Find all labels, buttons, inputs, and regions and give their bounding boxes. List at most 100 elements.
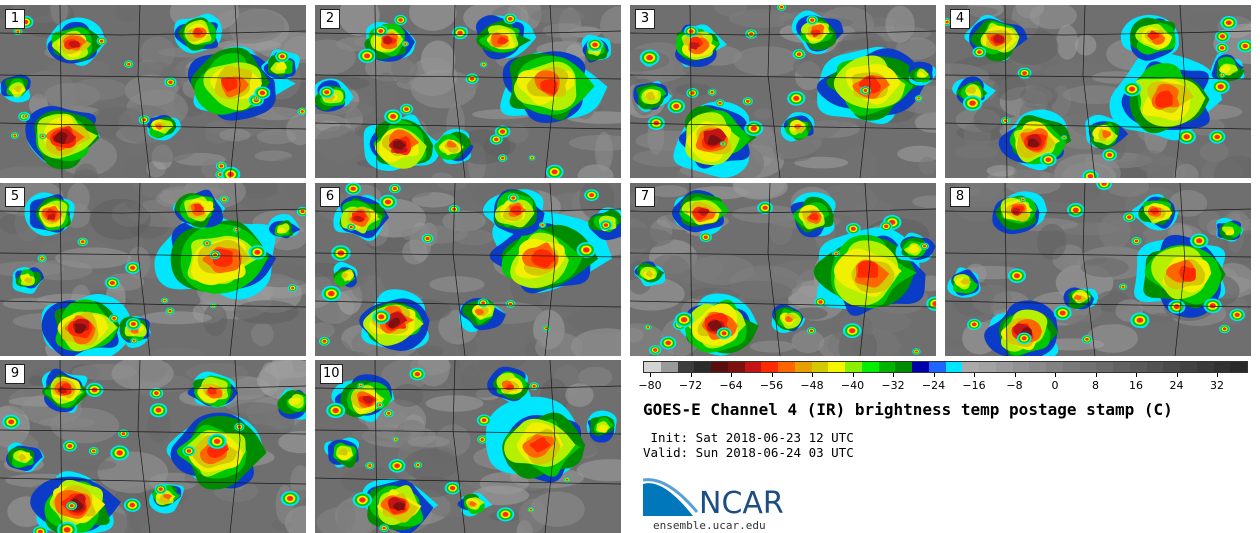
colorbar-segment — [1096, 362, 1113, 372]
panel-number-label: 7 — [635, 187, 655, 207]
ir-satellite-map — [315, 5, 621, 178]
colorbar-tick-label: −32 — [881, 379, 905, 392]
colorbar-segment — [694, 362, 711, 372]
colorbar-tick-label: −64 — [719, 379, 743, 392]
colorbar-segment — [878, 362, 896, 372]
colorbar-segment — [945, 362, 963, 372]
colorbar-tick-label: −16 — [962, 379, 986, 392]
panel-number-label: 5 — [5, 187, 25, 207]
colorbar-segment — [1046, 362, 1063, 372]
colorbar-tick — [812, 373, 813, 377]
ir-satellite-map — [315, 360, 621, 533]
colorbar-tick — [974, 373, 975, 377]
colorbar-segment — [1230, 362, 1247, 372]
colorbar-segment — [644, 362, 661, 372]
panel-number-label: 9 — [5, 364, 25, 384]
colorbar-tick — [1136, 373, 1137, 377]
postage-stamp-panel: 2 — [315, 5, 621, 178]
colorbar-segment — [744, 362, 762, 372]
colorbar-segment — [928, 362, 946, 372]
ir-satellite-map — [0, 5, 306, 178]
colorbar-segment — [811, 362, 829, 372]
colorbar-tick-label: 24 — [1169, 379, 1184, 392]
colorbar-segment — [845, 362, 862, 372]
postage-stamp-panel: 3 — [630, 5, 936, 178]
panel-number-label: 1 — [5, 9, 25, 29]
colorbar-segment — [895, 362, 912, 372]
panel-number-label: 8 — [950, 187, 970, 207]
colorbar-segment — [1180, 362, 1197, 372]
postage-stamp-panel: 7 — [630, 183, 936, 356]
postage-stamp-panel: 8 — [945, 183, 1251, 356]
panel-number-label: 10 — [320, 364, 343, 384]
ir-satellite-map — [0, 360, 306, 533]
colorbar-segment — [1062, 362, 1080, 372]
colorbar-segment — [794, 362, 812, 372]
colorbar-segment — [962, 362, 979, 372]
colorbar-tick — [690, 373, 692, 377]
postage-stamp-panel: 6 — [315, 183, 621, 356]
colorbar-segment — [1079, 362, 1097, 372]
colorbar-tick-label: 8 — [1092, 379, 1099, 392]
colorbar-tick — [650, 373, 651, 377]
colorbar-segment — [979, 362, 996, 372]
panel-number-label: 3 — [635, 9, 655, 29]
ncar-swoosh-icon — [643, 478, 699, 516]
ir-satellite-map — [945, 183, 1251, 356]
colorbar-ticks: −80 −72 −64 −56 −48 −40 −32 −24 −16 −8 0 8 16 24 32 — [638, 373, 1248, 397]
panel-number-label: 6 — [320, 187, 340, 207]
postage-stamp-panel: 10 — [315, 360, 621, 533]
colorbar-segment — [1029, 362, 1046, 372]
colorbar-segment — [778, 362, 795, 372]
colorbar-segment — [660, 362, 678, 372]
postage-stamp-panel: 9 — [0, 360, 306, 533]
ir-satellite-map — [0, 183, 306, 356]
colorbar-tick — [933, 373, 935, 377]
colorbar-segment — [727, 362, 745, 372]
colorbar-segment — [1196, 362, 1214, 372]
colorbar-segment — [1146, 362, 1164, 372]
init-time: Init: Sat 2018-06-23 12 UTC — [643, 430, 854, 445]
colorbar-tick-label: 0 — [1051, 379, 1059, 392]
ir-satellite-map — [630, 183, 936, 356]
colorbar-tick-label: −8 — [1006, 379, 1023, 392]
postage-stamp-panel: 1 — [0, 5, 306, 178]
colorbar-segment — [995, 362, 1013, 372]
colorbar-tick-label: −80 — [638, 379, 662, 392]
ir-satellite-map — [630, 5, 936, 178]
colorbar-tick-label: −48 — [800, 379, 824, 392]
postage-stamp-panel: 4 — [945, 5, 1251, 178]
colorbar-tick — [1217, 373, 1218, 377]
colorbar-tick — [1095, 373, 1097, 377]
ir-satellite-map — [315, 183, 621, 356]
colorbar-segment — [711, 362, 728, 372]
figure-title: GOES-E Channel 4 (IR) brightness temp po… — [643, 400, 1173, 419]
colorbar-segment — [912, 362, 929, 372]
postage-stamp-panel: 5 — [0, 183, 306, 356]
colorbar-tick — [1176, 373, 1178, 377]
colorbar-segment — [1113, 362, 1130, 372]
colorbar-tick-label: 16 — [1129, 379, 1143, 392]
colorbar-tick-label: −24 — [921, 379, 946, 392]
colorbar-tick — [852, 373, 854, 377]
colorbar-segment — [1213, 362, 1231, 372]
colorbar-scale — [643, 361, 1248, 373]
colorbar-segment — [861, 362, 879, 372]
colorbar: −80 −72 −64 −56 −48 −40 −32 −24 −16 −8 0 8 16 24 32 — [638, 361, 1248, 397]
colorbar-segment — [828, 362, 845, 372]
panel-number-label: 2 — [320, 9, 340, 29]
colorbar-tick — [1055, 373, 1056, 377]
colorbar-segment — [1129, 362, 1147, 372]
colorbar-tick-label: −40 — [840, 379, 865, 392]
logo-wordmark: NCAR — [699, 486, 784, 521]
colorbar-tick — [731, 373, 732, 377]
colorbar-tick-label: −56 — [759, 379, 784, 392]
colorbar-segment — [1163, 362, 1180, 372]
colorbar-segment — [1012, 362, 1030, 372]
panel-number-label: 4 — [950, 9, 970, 29]
ncar-logo: NCAR ensemble.ucar.edu — [643, 478, 803, 532]
valid-time: Valid: Sun 2018-06-24 03 UTC — [643, 445, 854, 460]
colorbar-segment — [677, 362, 695, 372]
colorbar-tick — [771, 373, 773, 377]
colorbar-tick — [1014, 373, 1016, 377]
